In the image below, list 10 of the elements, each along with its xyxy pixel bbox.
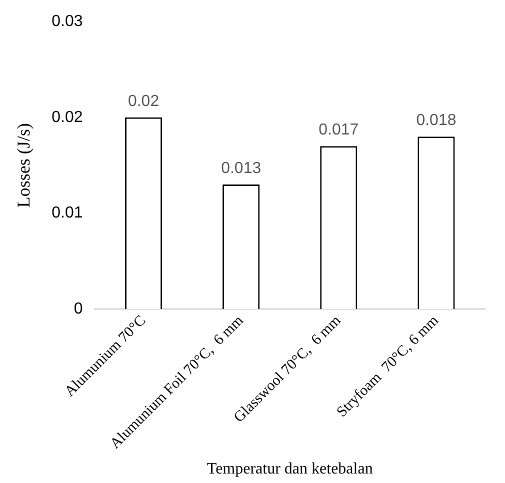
data-label: 0.013 (221, 160, 262, 177)
data-label: 0.018 (416, 112, 456, 129)
y-tick-label: 0 (74, 300, 83, 318)
data-label: 0.017 (318, 122, 359, 139)
x-axis-title: Temperatur dan ketebalan (206, 460, 373, 478)
data-label: 0.02 (128, 92, 160, 110)
y-tick-label: 0.01 (52, 204, 83, 222)
y-axis-title: Losses (J/s) (14, 123, 34, 208)
y-tick-label: 0.02 (52, 108, 83, 126)
y-tick-label: 0.03 (52, 13, 83, 30)
